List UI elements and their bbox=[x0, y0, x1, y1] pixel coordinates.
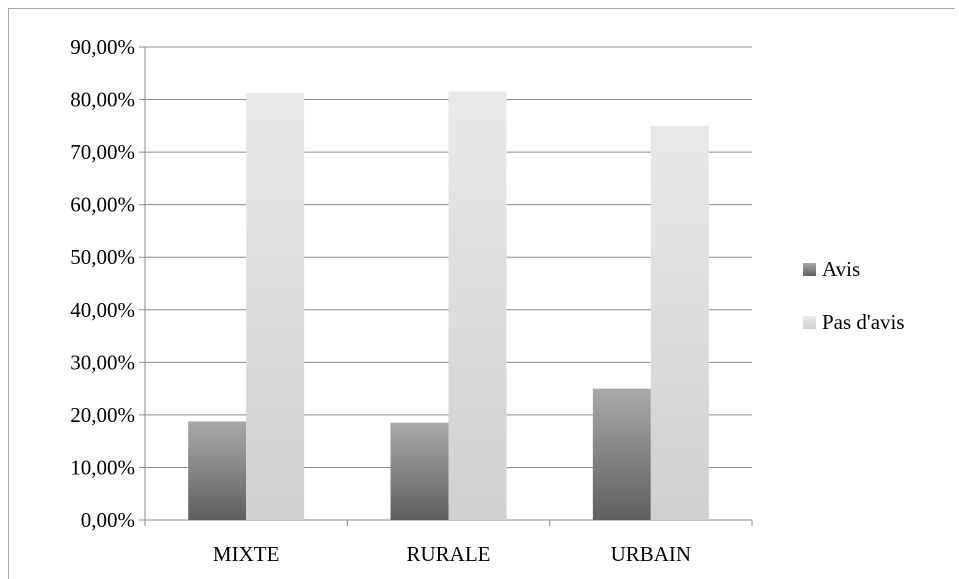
legend-label: Avis bbox=[822, 257, 860, 281]
x-tick-label: RURALE bbox=[407, 542, 491, 566]
legend-swatch bbox=[803, 316, 816, 329]
x-tick-label: MIXTE bbox=[213, 542, 280, 566]
y-tick-label: 0,00% bbox=[81, 508, 135, 532]
bar-mixte-series-1 bbox=[246, 92, 305, 520]
y-tick-label: 80,00% bbox=[70, 88, 135, 112]
bar-urbain-series-1 bbox=[650, 125, 709, 520]
bar-urbain-series-0 bbox=[592, 388, 651, 520]
y-tick-label: 20,00% bbox=[70, 403, 135, 427]
bar-rurale-series-1 bbox=[448, 91, 507, 520]
x-tick-labels: MIXTE RURALE URBAIN bbox=[213, 542, 691, 566]
bar-rurale-series-0 bbox=[390, 422, 449, 520]
y-tick-label: 50,00% bbox=[70, 245, 135, 269]
y-tick-label: 10,00% bbox=[70, 455, 135, 479]
legend-swatch bbox=[803, 263, 816, 276]
legend-label: Pas d'avis bbox=[822, 310, 905, 334]
legend: Avis Pas d'avis bbox=[803, 257, 905, 334]
y-tick-label: 90,00% bbox=[70, 35, 135, 59]
y-tick-label: 40,00% bbox=[70, 298, 135, 322]
bars bbox=[188, 91, 709, 520]
bar-mixte-series-0 bbox=[188, 421, 247, 520]
y-tick-label: 60,00% bbox=[70, 193, 135, 217]
y-tick-labels: 0,00% 10,00% 20,00% 30,00% 40,00% 50,00% 60,00… bbox=[70, 35, 135, 532]
y-tick-label: 70,00% bbox=[70, 140, 135, 164]
y-tick-label: 30,00% bbox=[70, 350, 135, 374]
x-tick-label: URBAIN bbox=[611, 542, 692, 566]
